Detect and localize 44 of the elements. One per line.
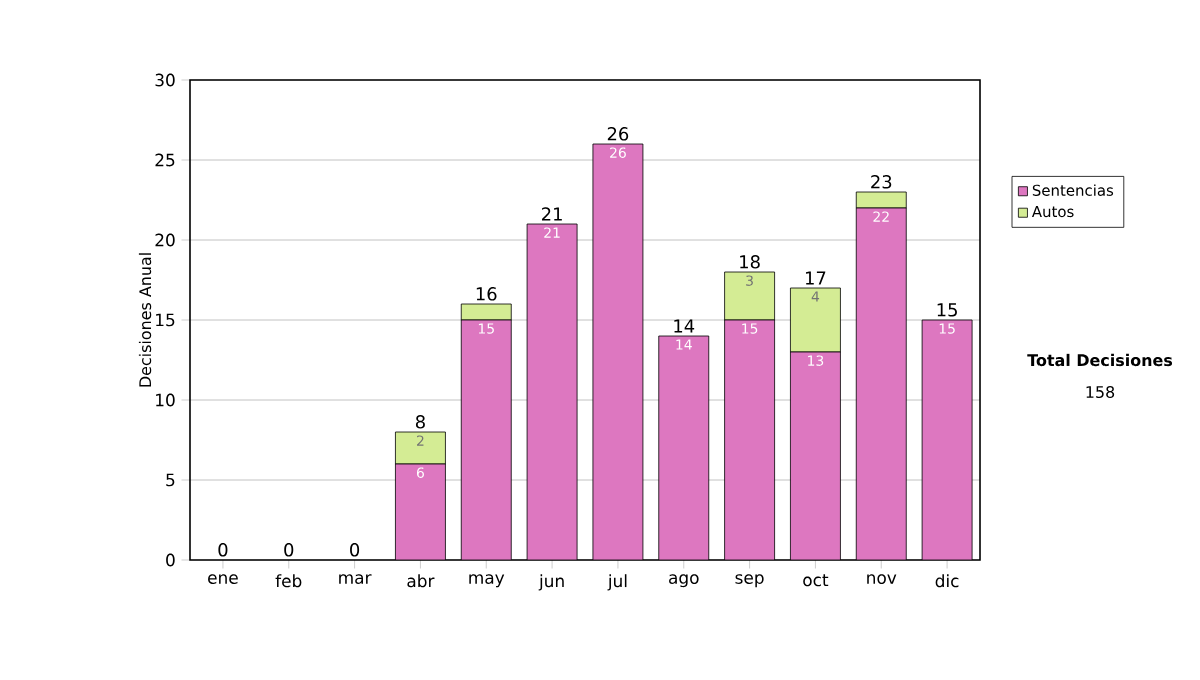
x-tick-label: oct xyxy=(803,574,829,587)
y-tick-label: 25 xyxy=(155,153,175,167)
bar xyxy=(790,287,841,353)
total-label: 18 xyxy=(740,255,760,269)
x-tick-label: ago xyxy=(669,574,699,588)
total-label: 23 xyxy=(871,175,892,189)
y-tick-label: 30 xyxy=(155,73,175,87)
x-tick-label: dic xyxy=(935,574,959,588)
bar xyxy=(724,271,775,321)
bar xyxy=(855,191,907,209)
x-tick-label: mar xyxy=(339,574,372,584)
y-tick-label: 10 xyxy=(156,393,175,407)
y-tick-label: 20 xyxy=(155,233,175,247)
y-tick-label: 5 xyxy=(166,473,175,487)
x-tick-label: nov xyxy=(867,574,897,584)
total-label: 16 xyxy=(476,287,497,301)
y-tick-label: 0 xyxy=(166,553,175,567)
total-label: 21 xyxy=(541,207,562,221)
bar xyxy=(395,464,446,560)
bar xyxy=(461,320,512,560)
bar xyxy=(790,352,841,560)
total-label: 14 xyxy=(674,319,695,333)
total-label: 8 xyxy=(415,415,425,429)
x-tick-label: ene xyxy=(208,574,238,584)
total-label: 0 xyxy=(350,543,360,557)
bar xyxy=(527,224,578,560)
x-tick-label: sep xyxy=(735,574,764,588)
total-label: 17 xyxy=(805,271,826,285)
total-label: 26 xyxy=(607,127,629,141)
bar xyxy=(460,303,512,321)
x-tick-label: jul xyxy=(607,574,627,591)
y-tick-label: 15 xyxy=(156,313,175,327)
total-label: 0 xyxy=(218,543,228,557)
total-label: 0 xyxy=(284,543,294,557)
x-tick-label: jun xyxy=(538,574,564,591)
x-tick-label: abr xyxy=(407,574,435,588)
x-tick-label: feb xyxy=(275,574,302,588)
bar xyxy=(856,208,907,560)
bar xyxy=(921,319,973,560)
bar xyxy=(658,336,709,560)
bar xyxy=(724,320,775,560)
x-tick-label: may xyxy=(469,574,505,588)
bar xyxy=(592,144,643,560)
total-label: 15 xyxy=(937,303,957,317)
